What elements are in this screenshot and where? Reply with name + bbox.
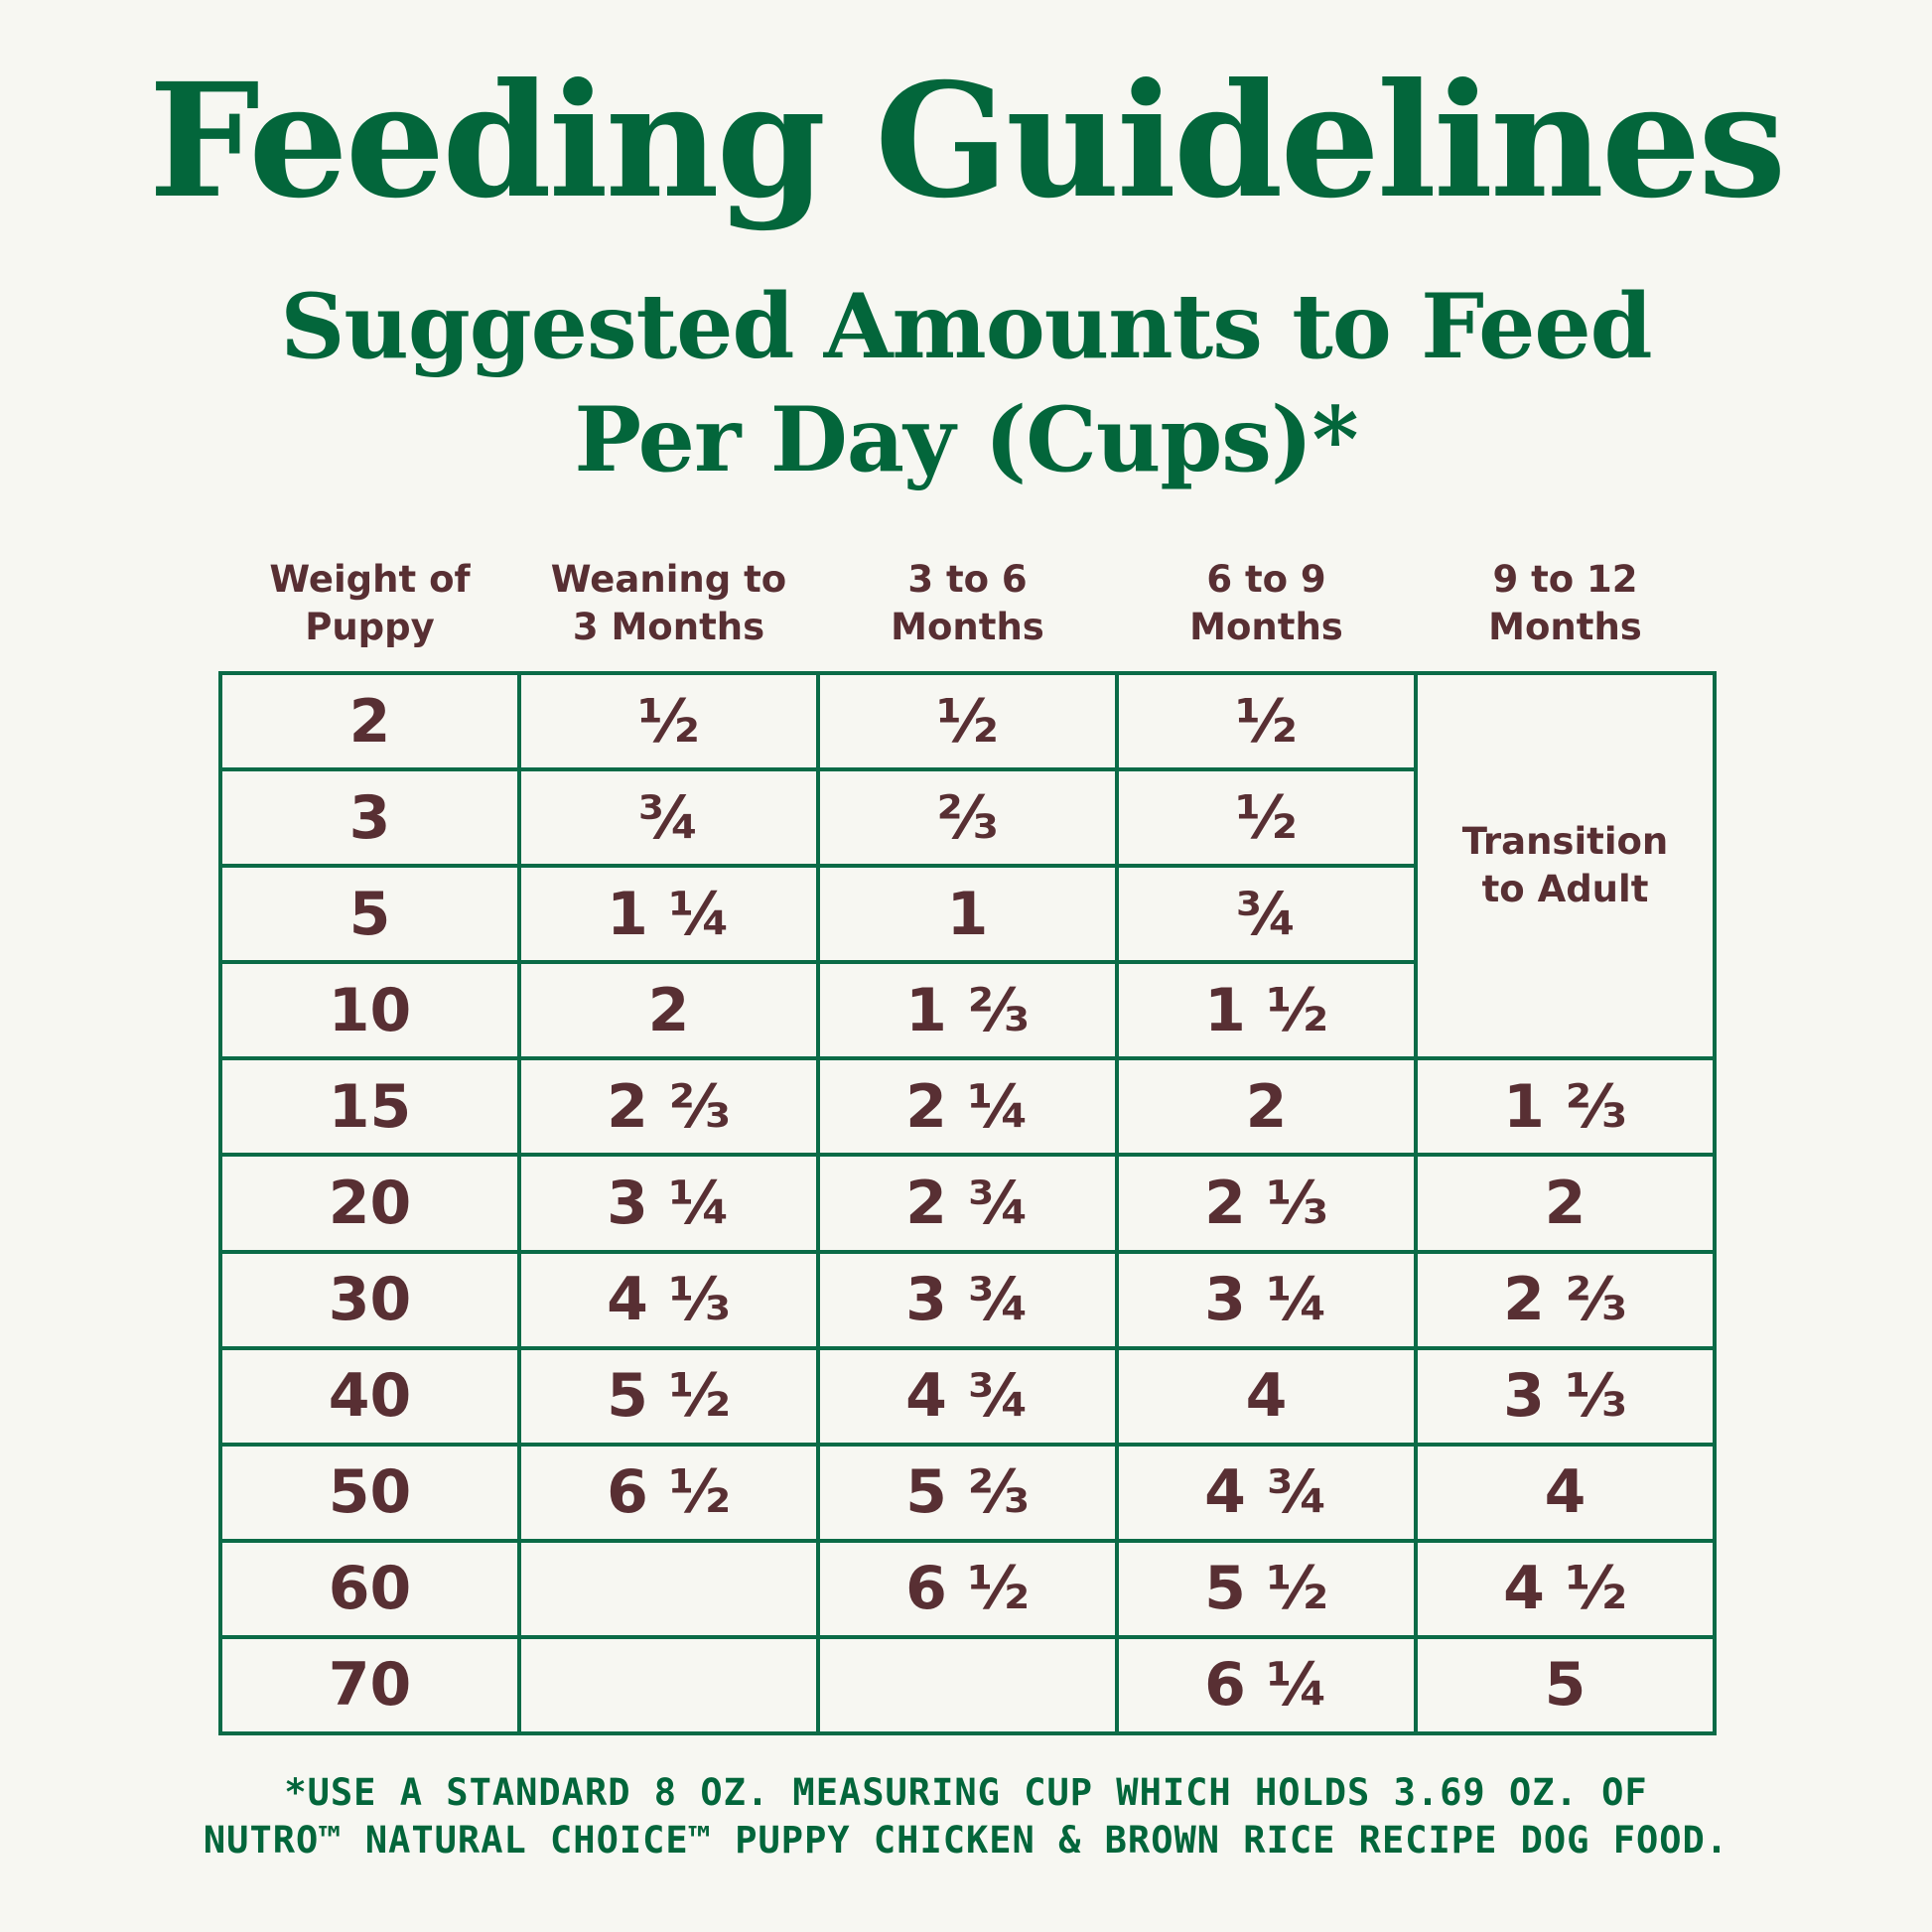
weight-cell: 70 <box>222 1638 517 1731</box>
amount-cell: ½ <box>1119 771 1414 865</box>
amount-cell: 3 ¼ <box>1119 1253 1414 1346</box>
amount-cell: ½ <box>1119 675 1414 768</box>
amount-cell: ½ <box>521 675 816 768</box>
amount-cell: 2 ⅓ <box>1119 1157 1414 1250</box>
amount-cell: 1 ¼ <box>521 868 816 961</box>
amount-cell: 4 <box>1119 1349 1414 1443</box>
amount-cell: 6 ½ <box>820 1542 1115 1635</box>
amount-cell: 5 ⅔ <box>820 1446 1115 1539</box>
merged-cell-transition-to-adult: Transition to Adult <box>1418 675 1713 1057</box>
weight-cell: 2 <box>222 675 517 768</box>
amount-cell: 4 ½ <box>1418 1542 1713 1635</box>
amount-cell: 4 ⅓ <box>521 1253 816 1346</box>
amount-cell: ¾ <box>521 771 816 865</box>
weight-cell: 10 <box>222 964 517 1057</box>
amount-cell <box>521 1638 816 1731</box>
amount-cell: 6 ¼ <box>1119 1638 1414 1731</box>
weight-cell: 20 <box>222 1157 517 1250</box>
column-header-3-to-6-months: 3 to 6 Months <box>891 558 1044 648</box>
amount-cell <box>521 1542 816 1635</box>
amount-cell: 4 <box>1418 1446 1713 1539</box>
weight-cell: 3 <box>222 771 517 865</box>
amount-cell: ¾ <box>1119 868 1414 961</box>
amount-cell: 1 <box>820 868 1115 961</box>
subtitle-line-2: Per Day (Cups)* <box>574 387 1358 492</box>
amount-cell: 6 ½ <box>521 1446 816 1539</box>
amount-cell: 2 ⅔ <box>1418 1253 1713 1346</box>
amount-cell: 4 ¾ <box>1119 1446 1414 1539</box>
amount-cell: 1 ½ <box>1119 964 1414 1057</box>
amount-cell: 2 ¾ <box>820 1157 1115 1250</box>
amount-cell: ⅔ <box>820 771 1115 865</box>
page-subtitle: Suggested Amounts to Feed Per Day (Cups)… <box>0 270 1932 496</box>
amount-cell: 5 ½ <box>1119 1542 1414 1635</box>
footnote-line-1: *USE A STANDARD 8 OZ. MEASURING CUP WHIC… <box>284 1771 1648 1814</box>
amount-cell: 2 <box>521 964 816 1057</box>
page-title: Feeding Guidelines <box>148 50 1787 233</box>
amount-cell: 1 ⅔ <box>1418 1060 1713 1154</box>
subtitle-line-1: Suggested Amounts to Feed <box>280 274 1652 379</box>
column-header-weaning-to-3-months: Weaning to 3 Months <box>550 558 787 648</box>
table-header-row: Weight of Puppy Weaning to 3 Months 3 to… <box>220 556 1715 665</box>
amount-cell: 1 ⅔ <box>820 964 1115 1057</box>
footnote-line-2: NUTRO™ NATURAL CHOICE™ PUPPY CHICKEN & B… <box>203 1819 1729 1862</box>
amount-cell: 3 ¾ <box>820 1253 1115 1346</box>
amount-cell: 2 <box>1418 1157 1713 1250</box>
amount-cell: 5 <box>1418 1638 1713 1731</box>
amount-cell <box>820 1638 1115 1731</box>
footnote: *USE A STANDARD 8 OZ. MEASURING CUP WHIC… <box>0 1769 1932 1864</box>
weight-cell: 40 <box>222 1349 517 1443</box>
weight-cell: 30 <box>222 1253 517 1346</box>
weight-cell: 60 <box>222 1542 517 1635</box>
amount-cell: 2 ¼ <box>820 1060 1115 1154</box>
amount-cell: 2 ⅔ <box>521 1060 816 1154</box>
amount-cell: 3 ¼ <box>521 1157 816 1250</box>
weight-cell: 15 <box>222 1060 517 1154</box>
column-header-weight: Weight of Puppy <box>269 558 471 648</box>
weight-cell: 50 <box>222 1446 517 1539</box>
weight-cell: 5 <box>222 868 517 961</box>
column-header-6-to-9-months: 6 to 9 Months <box>1189 558 1343 648</box>
amount-cell: 3 ⅓ <box>1418 1349 1713 1443</box>
column-header-9-to-12-months: 9 to 12 Months <box>1488 558 1642 648</box>
amount-cell: 2 <box>1119 1060 1414 1154</box>
amount-cell: ½ <box>820 675 1115 768</box>
amount-cell: 4 ¾ <box>820 1349 1115 1443</box>
amount-cell: 5 ½ <box>521 1349 816 1443</box>
